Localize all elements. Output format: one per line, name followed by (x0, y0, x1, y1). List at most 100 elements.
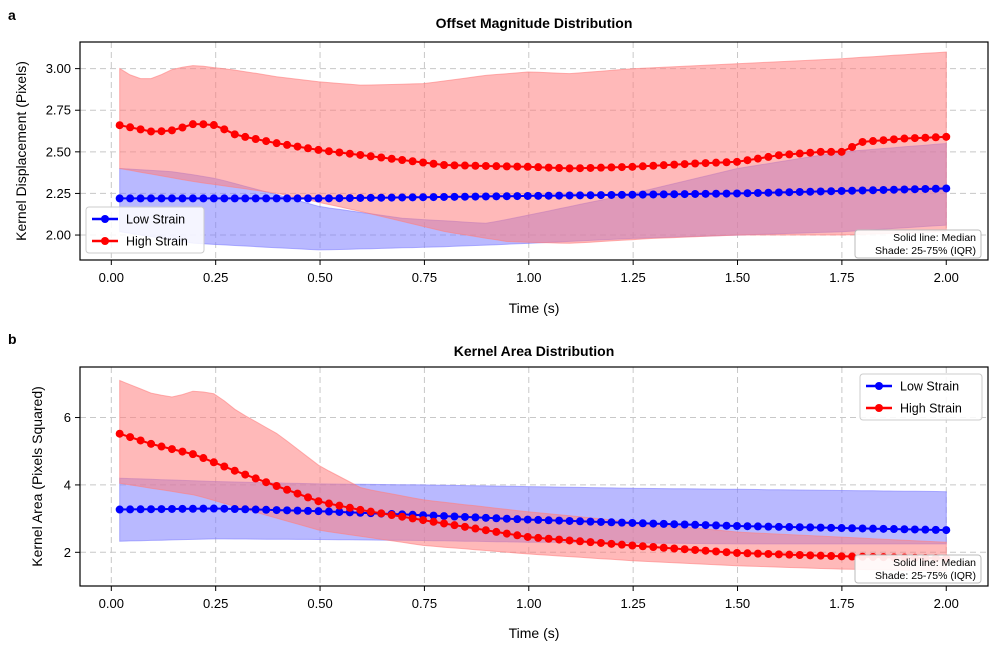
median-point-high-strain (241, 470, 250, 479)
legend-swatch-marker (101, 237, 109, 245)
median-point-high-strain (680, 545, 689, 554)
median-point-high-strain (701, 159, 710, 168)
median-point-high-strain (910, 134, 919, 143)
median-point-high-strain (753, 549, 762, 558)
median-point-high-strain (858, 137, 867, 146)
median-point-high-strain (837, 552, 846, 561)
median-point-low-strain (816, 523, 825, 532)
median-point-high-strain (827, 147, 836, 156)
median-point-low-strain (398, 193, 407, 202)
median-point-low-strain (701, 189, 710, 198)
chart-title: Offset Magnitude Distribution (436, 15, 633, 31)
median-point-low-strain (628, 518, 637, 527)
median-point-high-strain (157, 127, 166, 136)
median-point-high-strain (576, 537, 585, 546)
median-point-low-strain (157, 505, 166, 514)
median-point-high-strain (251, 474, 260, 483)
median-point-low-strain (858, 186, 867, 195)
median-point-low-strain (691, 189, 700, 198)
legend-entry: High Strain (900, 402, 962, 416)
median-point-high-strain (764, 549, 773, 558)
median-point-high-strain (848, 552, 857, 561)
median-point-high-strain (534, 163, 543, 172)
y-tick-label: 2.50 (46, 144, 71, 159)
median-point-low-strain (837, 524, 846, 533)
median-point-high-strain (115, 429, 124, 438)
median-point-high-strain (324, 147, 333, 156)
median-point-low-strain (931, 184, 940, 193)
x-axis-label: Time (s) (509, 300, 560, 316)
median-point-high-strain (492, 527, 501, 536)
median-point-low-strain (544, 516, 553, 525)
median-point-high-strain (565, 536, 574, 545)
median-point-high-strain (586, 163, 595, 172)
median-point-high-strain (691, 159, 700, 168)
annotation-box (854, 554, 982, 584)
median-point-high-strain (419, 516, 428, 525)
median-point-low-strain (115, 505, 124, 514)
median-point-high-strain (555, 164, 564, 173)
annotation-line: Solid line: Median (893, 557, 976, 569)
median-point-high-strain (262, 478, 271, 487)
median-point-low-strain (576, 191, 585, 200)
median-point-low-strain (921, 525, 930, 534)
median-point-high-strain (732, 548, 741, 557)
median-point-high-strain (157, 442, 166, 451)
x-tick-label: 1.75 (829, 270, 854, 285)
median-point-low-strain (607, 190, 616, 199)
median-point-low-strain (701, 521, 710, 530)
median-point-low-strain (115, 194, 124, 203)
panel-b-kernel-area: b Kernel Area Distribution 0.00 0.25 0.50 0.7… (8, 331, 989, 641)
median-point-high-strain (272, 139, 281, 148)
median-point-low-strain (722, 189, 731, 198)
median-point-low-strain (178, 194, 187, 203)
median-point-high-strain (314, 145, 323, 154)
y-tick-label: 6 (64, 410, 71, 425)
median-point-high-strain (126, 433, 135, 442)
median-point-high-strain (544, 534, 553, 543)
median-point-low-strain (942, 526, 951, 535)
median-point-low-strain (659, 519, 668, 528)
median-point-low-strain (942, 184, 951, 193)
median-point-low-strain (251, 194, 260, 203)
median-point-high-strain (534, 533, 543, 542)
median-point-high-strain (324, 499, 333, 508)
median-point-low-strain (209, 194, 218, 203)
median-point-high-strain (335, 148, 344, 157)
median-point-low-strain (565, 516, 574, 525)
x-tick-label: 0.25 (203, 270, 228, 285)
x-tick-label: 1.25 (620, 270, 645, 285)
median-point-high-strain (502, 529, 511, 538)
median-point-low-strain (324, 194, 333, 203)
median-point-low-strain (335, 507, 344, 516)
x-tick-label: 1.25 (620, 596, 645, 611)
median-point-low-strain (753, 522, 762, 531)
median-point-low-strain (272, 194, 281, 203)
median-point-low-strain (314, 194, 323, 203)
median-point-high-strain (440, 519, 449, 528)
median-point-low-strain (586, 191, 595, 200)
median-point-low-strain (764, 188, 773, 197)
median-point-high-strain (356, 150, 365, 159)
median-point-high-strain (523, 162, 532, 171)
median-point-high-strain (659, 543, 668, 552)
median-point-high-strain (283, 485, 292, 494)
legend-entry: Low Strain (900, 380, 959, 394)
median-point-high-strain (335, 501, 344, 510)
median-point-high-strain (136, 125, 145, 134)
median-point-high-strain (638, 542, 647, 551)
median-point-high-strain (889, 135, 898, 144)
x-tick-label: 2.00 (934, 270, 959, 285)
median-point-high-strain (398, 512, 407, 521)
median-point-high-strain (816, 551, 825, 560)
median-point-low-strain (513, 192, 522, 201)
median-point-high-strain (607, 539, 616, 548)
median-point-low-strain (785, 523, 794, 532)
median-point-low-strain (147, 194, 156, 203)
median-point-low-strain (889, 525, 898, 534)
median-point-low-strain (220, 194, 229, 203)
median-point-high-strain (136, 436, 145, 445)
median-point-low-strain (366, 193, 375, 202)
annotation-line: Solid line: Median (893, 232, 976, 244)
median-point-low-strain (408, 193, 417, 202)
